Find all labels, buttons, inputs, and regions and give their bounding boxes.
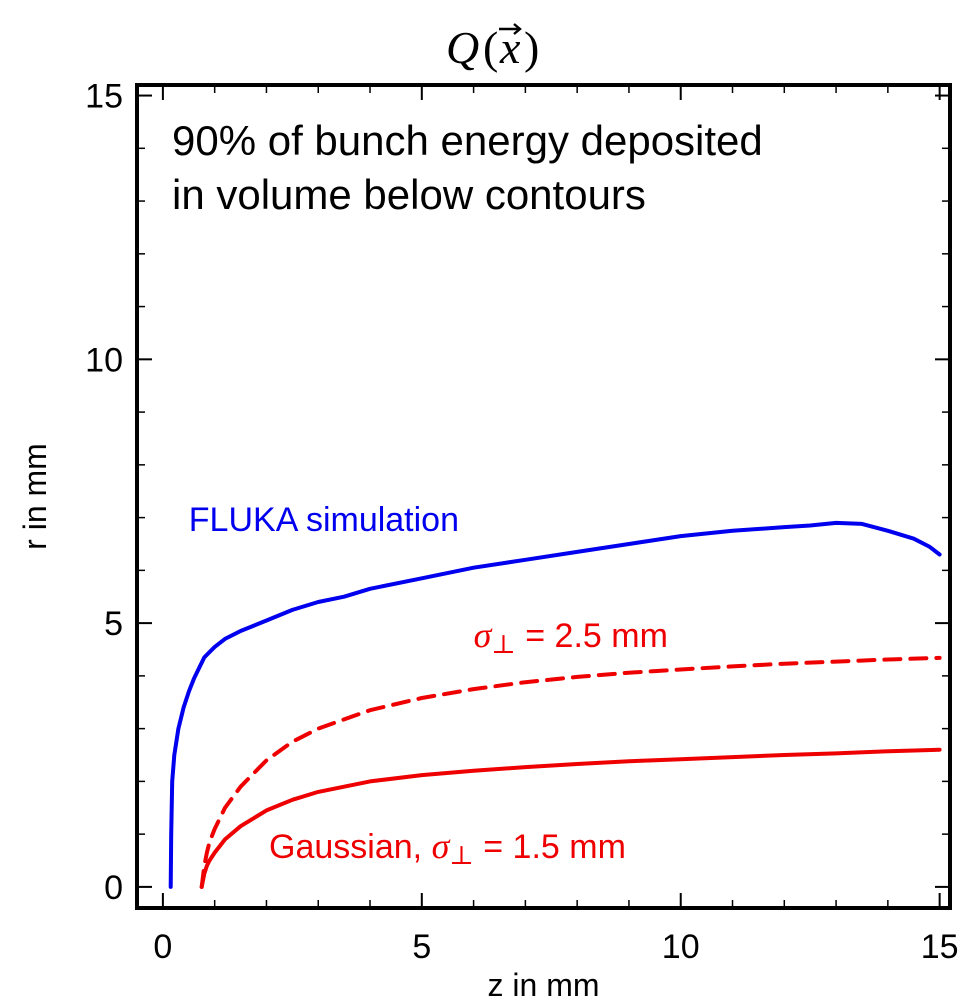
title-x: x [499, 22, 521, 73]
title-close-paren: ) [524, 22, 539, 73]
y-tick-label: 10 [85, 341, 123, 379]
x-tick-label: 0 [153, 928, 172, 966]
series-label: σ⊥ = 2.5 mm [474, 615, 668, 659]
series-label-value: = 1.5 mm [474, 828, 626, 866]
series-label-text: FLUKA simulation [189, 501, 459, 539]
annotation-line: in volume below contours [172, 171, 646, 218]
series-label: Gaussian, σ⊥ = 1.5 mm [269, 826, 626, 870]
title-q: Q [446, 22, 479, 73]
x-axis-label: z in mm [488, 967, 600, 1001]
series-label-symbol: σ [432, 826, 451, 866]
title-vector-arrow [499, 23, 522, 35]
series-line [199, 747, 942, 889]
series-line [168, 520, 942, 889]
x-tick-label: 15 [921, 928, 959, 966]
x-tick-label: 10 [662, 928, 700, 966]
y-tick-label: 0 [104, 869, 123, 907]
x-tick-label: 5 [412, 928, 431, 966]
series-label-subscript: ⊥ [491, 630, 515, 659]
y-tick-label: 5 [104, 605, 123, 643]
series-label: FLUKA simulation [189, 501, 459, 539]
series-line [199, 655, 942, 889]
y-axis-label: r in mm [17, 443, 53, 550]
plot-frame [135, 83, 952, 910]
y-tick-label: 15 [85, 78, 123, 116]
series-label-subscript: ⊥ [449, 841, 473, 870]
series-label-symbol: σ [474, 615, 493, 655]
series-label-prefix: Gaussian, [269, 828, 432, 866]
series-label-value: = 2.5 mm [516, 617, 668, 655]
chart-title: Q ( x ) [446, 22, 539, 73]
title-open-paren: ( [483, 22, 498, 73]
annotation-line: 90% of bunch energy deposited [172, 117, 763, 164]
